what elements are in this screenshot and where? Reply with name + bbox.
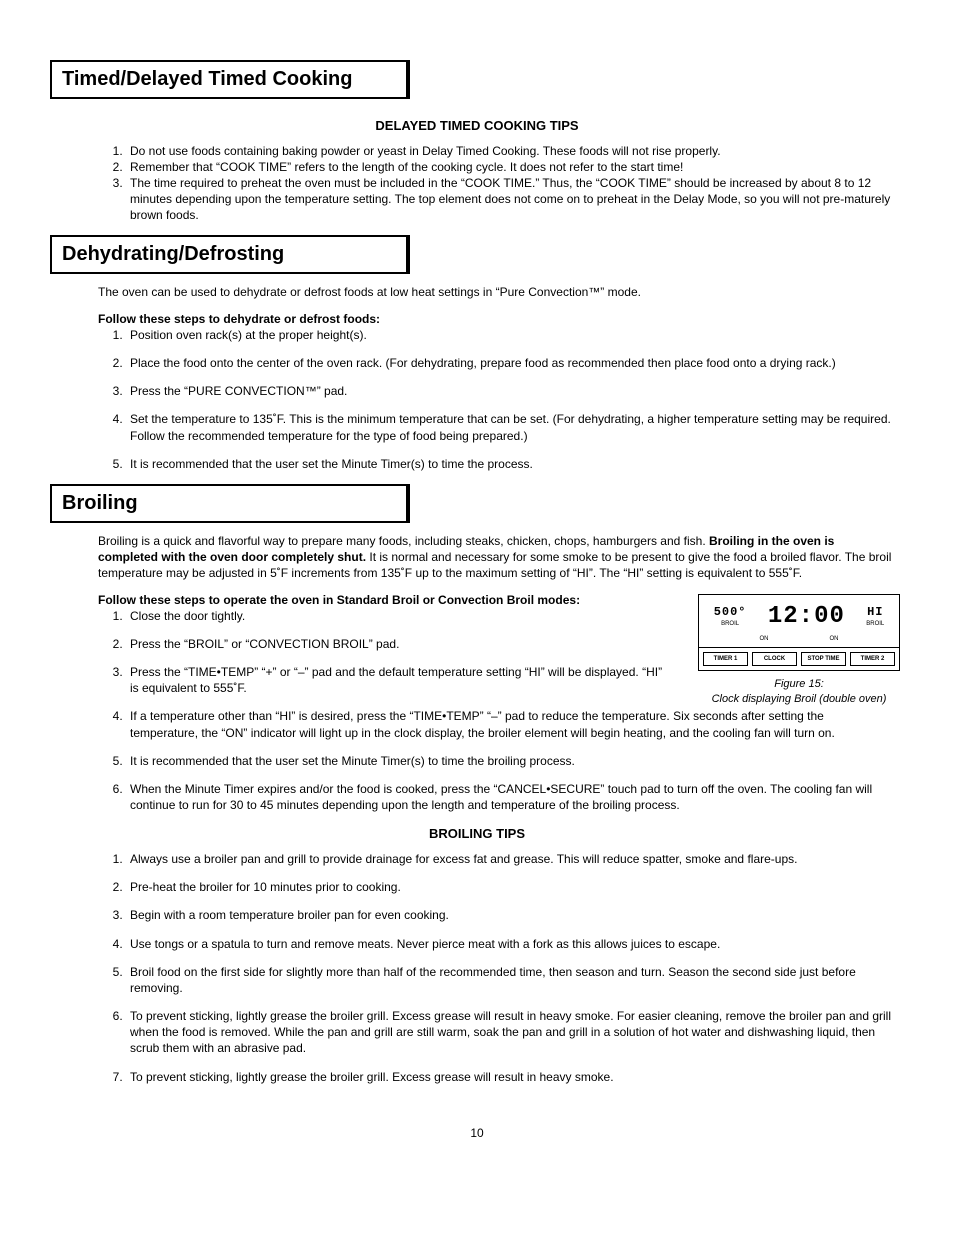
- section-title-timed: Timed/Delayed Timed Cooking: [50, 60, 410, 99]
- list-item: Press the “BROIL” or “CONVECTION BROIL” …: [126, 636, 664, 652]
- dehyd-lead: Follow these steps to dehydrate or defro…: [98, 311, 904, 327]
- list-item: To prevent sticking, lightly grease the …: [126, 1008, 894, 1057]
- temp-label: BROIL: [714, 620, 747, 628]
- list-item: Place the food onto the center of the ov…: [126, 355, 894, 371]
- list-item: Position oven rack(s) at the proper heig…: [126, 327, 894, 343]
- broil-tips-list: Always use a broiler pan and grill to pr…: [98, 851, 894, 1085]
- list-item: Always use a broiler pan and grill to pr…: [126, 851, 894, 867]
- list-item: Use tongs or a spatula to turn and remov…: [126, 936, 894, 952]
- on-indicator-right: ON: [830, 635, 839, 643]
- on-indicator-left: ON: [760, 635, 769, 643]
- dehyd-intro: The oven can be used to dehydrate or def…: [98, 284, 894, 300]
- display-hi: HI BROIL: [866, 605, 884, 628]
- timed-tips-list: Do not use foods containing baking powde…: [98, 143, 894, 224]
- section-title-dehydrating: Dehydrating/Defrosting: [50, 235, 410, 274]
- broil-intro-pre: Broiling is a quick and flavorful way to…: [98, 534, 709, 548]
- list-item: Press the “PURE CONVECTION™” pad.: [126, 383, 894, 399]
- broil-steps-list: Close the door tightly. Press the “BROIL…: [98, 608, 664, 697]
- broil-intro: Broiling is a quick and flavorful way to…: [98, 533, 894, 582]
- list-item: To prevent sticking, lightly grease the …: [126, 1069, 894, 1085]
- figure-15: 500° BROIL 12:00 HI BROIL ON ON TIMER 1 …: [694, 594, 904, 707]
- figure-caption-2: Clock displaying Broil (double oven): [694, 692, 904, 707]
- dehyd-steps-list: Position oven rack(s) at the proper heig…: [98, 327, 894, 472]
- figure-caption-1: Figure 15:: [694, 677, 904, 692]
- subhead-broiling-tips: BROILING TIPS: [50, 825, 904, 843]
- display-btn-timer1: TIMER 1: [703, 652, 748, 666]
- list-item: Press the “TIME•TEMP” “+” or “–” pad and…: [126, 664, 664, 696]
- list-item: Close the door tightly.: [126, 608, 664, 624]
- oven-display: 500° BROIL 12:00 HI BROIL ON ON TIMER 1 …: [698, 594, 900, 672]
- broil-lead: Follow these steps to operate the oven i…: [98, 592, 674, 608]
- hi-label: BROIL: [866, 620, 884, 628]
- page-number: 10: [50, 1125, 904, 1141]
- subhead-delayed-tips: DELAYED TIMED COOKING TIPS: [50, 117, 904, 135]
- display-temp: 500° BROIL: [714, 605, 747, 628]
- list-item: Pre-heat the broiler for 10 minutes prio…: [126, 879, 894, 895]
- list-item: If a temperature other than “HI” is desi…: [126, 708, 894, 740]
- list-item: Broil food on the first side for slightl…: [126, 964, 894, 996]
- list-item: It is recommended that the user set the …: [126, 456, 894, 472]
- list-item: Set the temperature to 135˚F. This is th…: [126, 411, 894, 443]
- list-item: The time required to preheat the oven mu…: [126, 175, 894, 224]
- list-item: When the Minute Timer expires and/or the…: [126, 781, 894, 813]
- display-btn-timer2: TIMER 2: [850, 652, 895, 666]
- clock-value: 12:00: [768, 601, 845, 633]
- hi-value: HI: [867, 605, 883, 619]
- display-btn-stoptime: STOP TIME: [801, 652, 846, 666]
- temp-value: 500°: [714, 605, 747, 619]
- list-item: It is recommended that the user set the …: [126, 753, 894, 769]
- list-item: Remember that “COOK TIME” refers to the …: [126, 159, 894, 175]
- broil-steps-cont: If a temperature other than “HI” is desi…: [98, 708, 894, 813]
- display-btn-clock: CLOCK: [752, 652, 797, 666]
- list-item: Begin with a room temperature broiler pa…: [126, 907, 894, 923]
- list-item: Do not use foods containing baking powde…: [126, 143, 894, 159]
- section-title-broiling: Broiling: [50, 484, 410, 523]
